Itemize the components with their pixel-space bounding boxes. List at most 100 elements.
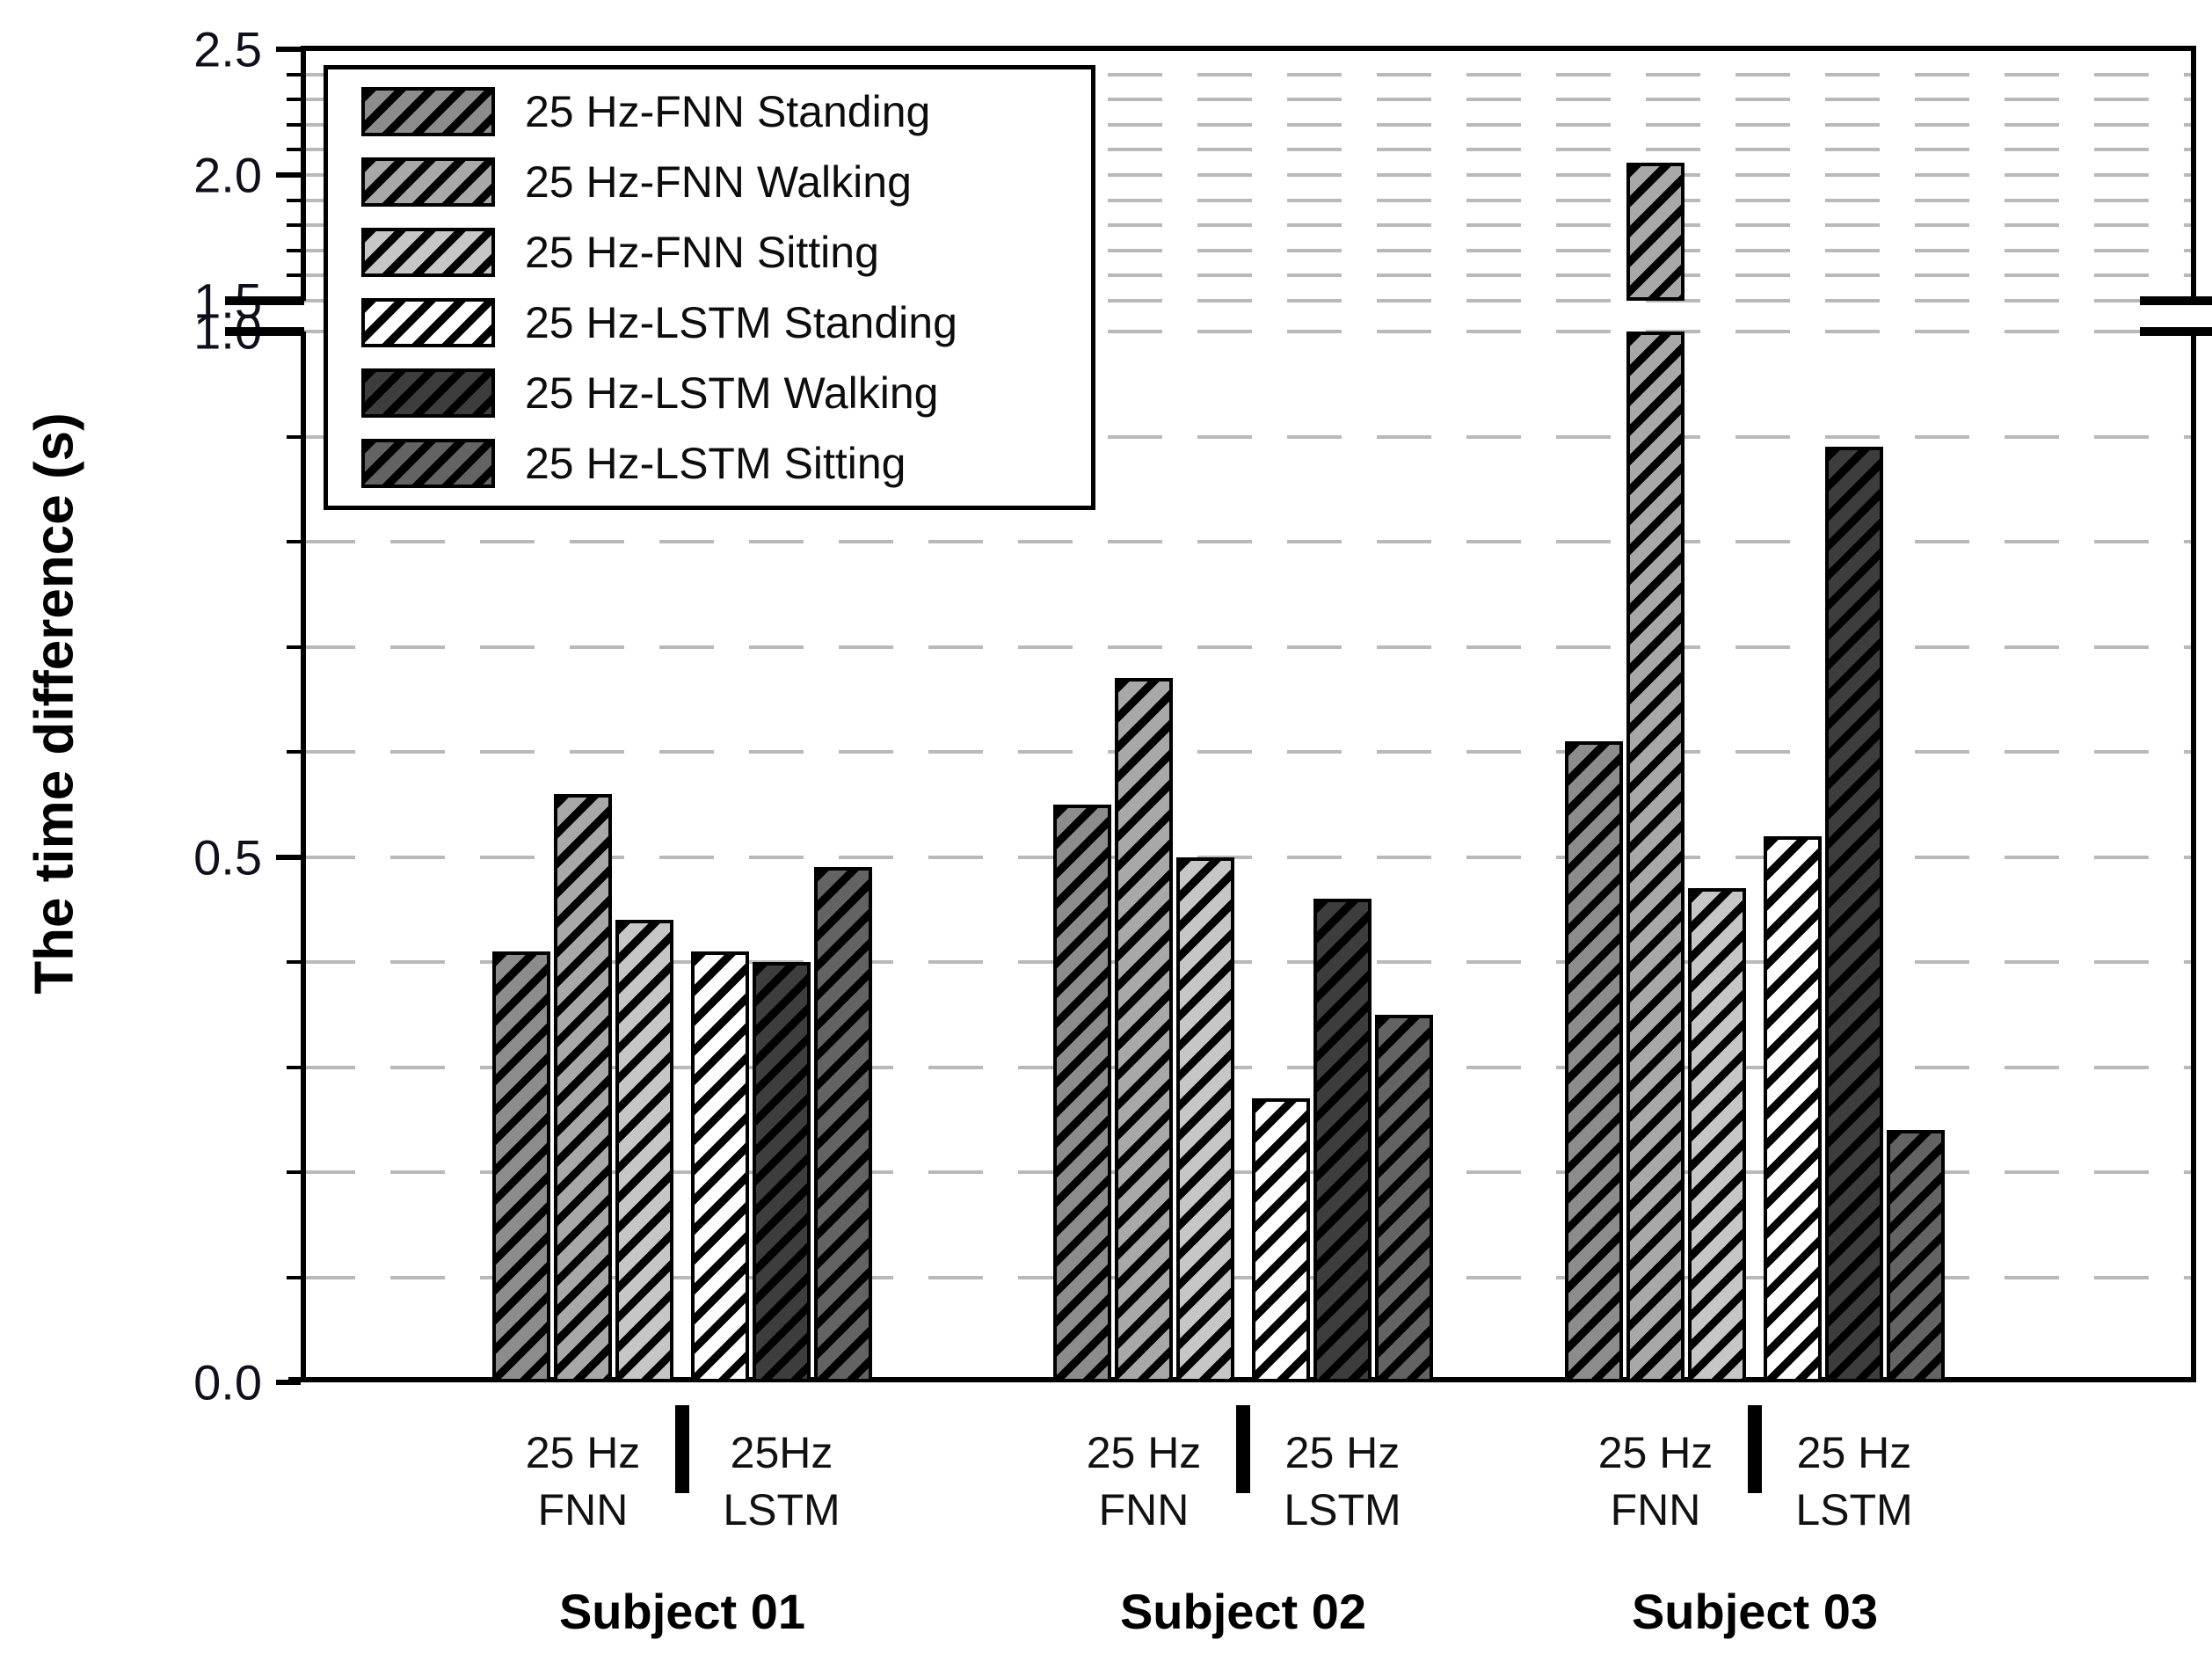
gridline — [301, 248, 2196, 252]
minor-tick — [287, 540, 301, 543]
gridline — [301, 750, 2196, 754]
subject-label: Subject 01 — [558, 1584, 806, 1639]
axis-break-mark — [225, 327, 304, 336]
legend-swatch-icon — [361, 439, 495, 488]
axis-break-mark — [2140, 296, 2212, 305]
bar-lower-segment — [1626, 332, 1684, 1382]
minor-tick — [287, 198, 301, 202]
bar — [1115, 678, 1173, 1382]
bar — [1375, 1014, 1433, 1382]
minor-tick — [287, 148, 301, 152]
gridline — [301, 223, 2196, 228]
legend-label: 25 Hz-LSTM Standing — [525, 298, 957, 347]
bar — [1764, 835, 1822, 1382]
x-group-label-fnn: 25 Hz FNN — [525, 1428, 641, 1534]
y-tick-label: 2.5 — [193, 21, 262, 77]
legend-label: 25 Hz-LSTM Sitting — [525, 439, 906, 488]
minor-tick — [287, 122, 301, 127]
y-axis-title: The time difference (s) — [24, 412, 85, 995]
legend-swatch-icon — [361, 228, 495, 277]
gridline — [301, 273, 2196, 278]
minor-tick — [287, 960, 301, 964]
top-spine — [301, 46, 2196, 51]
axis-spine — [2191, 46, 2196, 301]
major-tick — [276, 47, 301, 52]
legend-item: 25 Hz-LSTM Sitting — [361, 438, 1091, 489]
bar — [492, 951, 550, 1382]
legend-swatch-icon — [361, 298, 495, 347]
gridline — [301, 434, 2196, 439]
minor-tick — [287, 72, 301, 77]
legend-swatch-icon — [361, 368, 495, 418]
minor-tick — [287, 223, 301, 228]
y-tick-label: 0.5 — [193, 829, 262, 885]
axis-break-mark — [225, 296, 304, 305]
axis-break-mark — [2140, 327, 2212, 336]
bar — [1565, 741, 1623, 1382]
legend-item: 25 Hz-LSTM Standing — [361, 297, 1091, 348]
legend-item: 25 Hz-FNN Walking — [361, 157, 1091, 208]
gridline — [301, 1275, 2196, 1279]
minor-tick — [287, 98, 301, 102]
axis-spine — [301, 332, 306, 1382]
subject-label: Subject 02 — [1119, 1584, 1367, 1639]
axis-spine — [2191, 332, 2196, 1382]
legend-item: 25 Hz-FNN Standing — [361, 86, 1091, 137]
minor-tick — [287, 434, 301, 439]
legend-label: 25 Hz-FNN Sitting — [525, 228, 879, 277]
x-group-label-fnn: 25 Hz FNN — [1086, 1428, 1202, 1534]
gridline — [301, 148, 2196, 152]
subject-label: Subject 03 — [1631, 1584, 1879, 1639]
gridline — [301, 645, 2196, 649]
bar — [554, 793, 612, 1382]
minor-tick — [287, 1065, 301, 1069]
group-divider — [1748, 1405, 1762, 1493]
bar — [1176, 856, 1234, 1382]
gridline — [301, 1065, 2196, 1069]
bar — [1825, 447, 1883, 1382]
gridline — [301, 122, 2196, 127]
x-group-label-fnn: 25 Hz FNN — [1597, 1428, 1714, 1534]
legend-label: 25 Hz-FNN Standing — [525, 87, 931, 136]
legend-label: 25 Hz-FNN Walking — [525, 157, 912, 207]
bar — [691, 951, 749, 1382]
gridline — [301, 1170, 2196, 1174]
legend-item: 25 Hz-LSTM Walking — [361, 368, 1091, 419]
gridline — [301, 173, 2196, 177]
bar-upper-segment — [1626, 162, 1684, 301]
major-tick — [276, 1380, 301, 1385]
legend-swatch-icon — [361, 87, 495, 136]
gridline — [301, 98, 2196, 102]
x-group-label-lstm: 25 Hz LSTM — [1284, 1428, 1401, 1534]
bar — [1887, 1130, 1945, 1382]
minor-tick — [287, 248, 301, 252]
y-tick-label: 2.0 — [193, 147, 262, 203]
axis-spine — [301, 46, 306, 301]
minor-tick — [287, 1275, 301, 1279]
bar — [1252, 1098, 1310, 1382]
x-axis-line — [288, 1377, 2196, 1382]
minor-tick — [287, 1170, 301, 1174]
legend-item: 25 Hz-FNN Sitting — [361, 227, 1091, 278]
gridline — [301, 72, 2196, 77]
legend-label: 25 Hz-LSTM Walking — [525, 368, 939, 418]
legend-swatch-icon — [361, 157, 495, 207]
x-group-label-lstm: 25 Hz LSTM — [1795, 1428, 1913, 1534]
bar — [1688, 888, 1746, 1382]
gridline — [301, 299, 2196, 302]
bar — [615, 920, 673, 1382]
bar — [753, 962, 811, 1382]
major-tick — [276, 854, 301, 860]
gridline — [301, 330, 2196, 333]
gridline — [301, 198, 2196, 202]
major-tick — [276, 172, 301, 178]
bar — [1053, 804, 1111, 1382]
legend-box: 25 Hz-FNN Standing 25 Hz-FNN Walking 25 Hz… — [324, 65, 1095, 510]
gridline — [301, 855, 2196, 859]
group-divider — [675, 1405, 689, 1493]
gridline — [301, 960, 2196, 964]
x-group-label-lstm: 25Hz LSTM — [723, 1428, 840, 1534]
bar — [814, 867, 872, 1382]
y-tick-label: 0.0 — [193, 1354, 262, 1410]
